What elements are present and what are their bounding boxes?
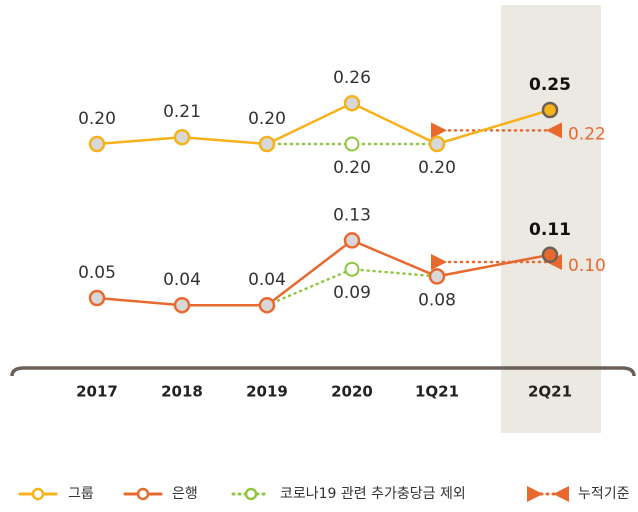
value-label: 0.20 — [333, 158, 371, 178]
value-label: 0.26 — [333, 68, 371, 88]
legend-label: 그룹 — [68, 486, 94, 502]
marker — [428, 135, 446, 153]
x-tick-label: 2019 — [246, 383, 288, 401]
marker — [88, 135, 106, 153]
highlight-band — [501, 5, 601, 433]
marker — [546, 122, 562, 139]
value-label: 0.21 — [163, 102, 201, 122]
value-label: 0.04 — [163, 270, 201, 290]
marker — [431, 122, 447, 139]
marker — [344, 136, 360, 152]
marker — [88, 289, 106, 307]
marker — [541, 101, 559, 119]
marker — [258, 135, 276, 153]
marker — [344, 261, 360, 277]
value-label: 0.04 — [248, 270, 286, 290]
marker — [541, 246, 559, 264]
legend-marker — [31, 487, 45, 501]
legend-label: 코로나19 관련 추가충당금 제외 — [280, 486, 466, 502]
legend-marker — [553, 486, 569, 502]
marker — [258, 296, 276, 314]
series-line — [95, 238, 552, 307]
legend-marker — [136, 487, 150, 501]
value-label: 0.20 — [78, 109, 116, 129]
marker — [431, 254, 447, 270]
marker — [343, 94, 361, 112]
x-tick-label: 2018 — [161, 383, 203, 401]
value-label: 0.08 — [418, 290, 456, 310]
legend-label: 누적기준 — [578, 486, 630, 502]
marker — [343, 232, 361, 249]
value-label: 0.20 — [248, 109, 286, 129]
value-label: 0.05 — [78, 263, 116, 283]
value-label: 0.20 — [418, 158, 456, 178]
value-label: 0.11 — [529, 220, 571, 240]
series-line — [95, 101, 552, 146]
marker — [428, 268, 446, 285]
legend-marker — [244, 487, 258, 501]
value-label: 0.13 — [333, 205, 371, 225]
marker — [173, 296, 191, 314]
legend-label: 은행 — [172, 486, 198, 502]
bracket — [10, 366, 636, 377]
x-tick-label: 2Q21 — [528, 383, 572, 401]
marker — [173, 128, 191, 146]
value-label: 0.22 — [568, 124, 606, 144]
legend-marker — [527, 486, 543, 502]
value-label: 0.10 — [568, 256, 606, 276]
series-line — [265, 267, 439, 307]
value-label: 0.25 — [529, 75, 571, 95]
x-tick-label: 1Q21 — [415, 383, 459, 401]
x-tick-label: 2017 — [76, 383, 118, 401]
x-tick-label: 2020 — [331, 383, 373, 401]
value-label: 0.09 — [333, 283, 371, 303]
